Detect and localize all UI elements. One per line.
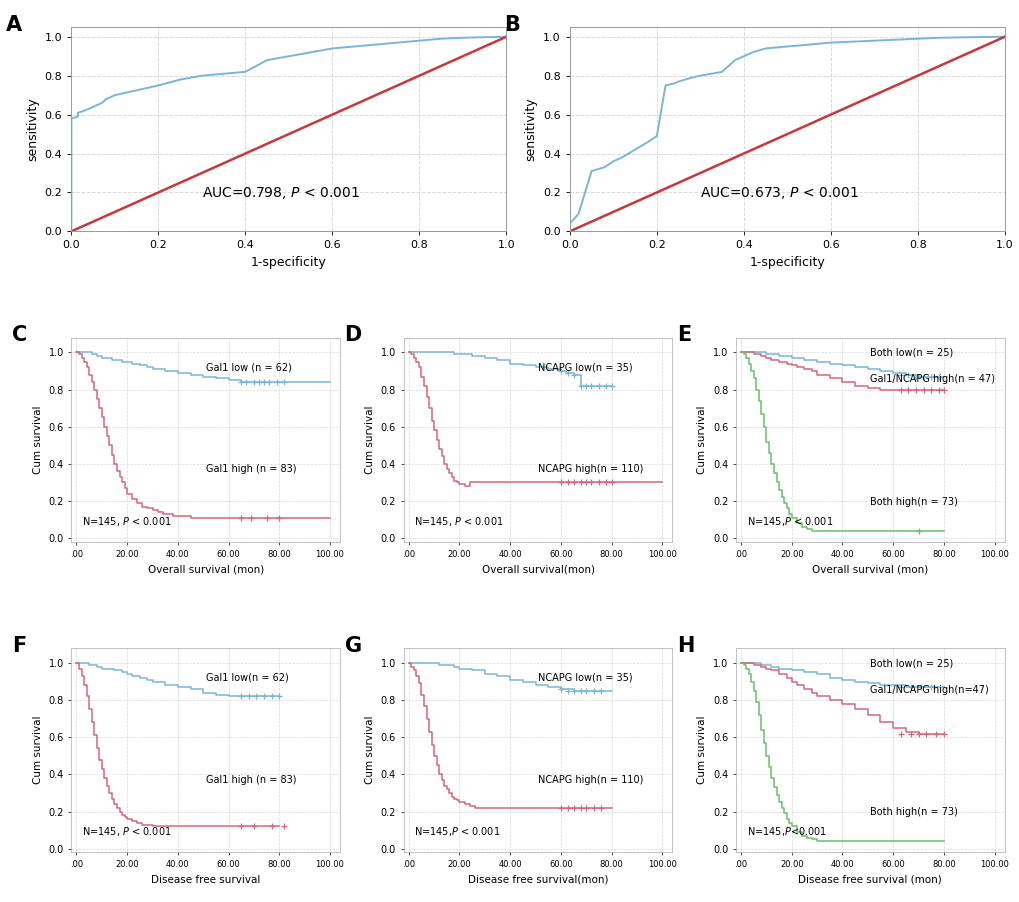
Text: N=145, $\it{P}$ < 0.001: N=145, $\it{P}$ < 0.001 <box>414 514 503 528</box>
Y-axis label: Cum survival: Cum survival <box>697 406 707 474</box>
Text: F: F <box>12 636 26 656</box>
Y-axis label: Cum survival: Cum survival <box>33 406 43 474</box>
Text: AUC=0.673, $\it{P}$ < 0.001: AUC=0.673, $\it{P}$ < 0.001 <box>700 185 858 201</box>
Text: NCAPG high(n = 110): NCAPG high(n = 110) <box>538 775 643 785</box>
Text: NCAPG low(n = 35): NCAPG low(n = 35) <box>538 362 632 373</box>
Y-axis label: Cum survival: Cum survival <box>33 716 43 785</box>
Text: G: G <box>344 636 362 656</box>
X-axis label: Disease free survival: Disease free survival <box>151 875 260 885</box>
X-axis label: Disease free survival (mon): Disease free survival (mon) <box>798 875 942 885</box>
Text: D: D <box>344 326 362 345</box>
Text: N=145, $\it{P}$ < 0.001: N=145, $\it{P}$ < 0.001 <box>83 825 171 838</box>
Text: Both high(n = 73): Both high(n = 73) <box>869 497 957 507</box>
Text: Both high(n = 73): Both high(n = 73) <box>869 807 957 817</box>
Text: AUC=0.798, $\it{P}$ < 0.001: AUC=0.798, $\it{P}$ < 0.001 <box>202 185 360 201</box>
Y-axis label: Cum survival: Cum survival <box>365 716 375 785</box>
X-axis label: 1-specificity: 1-specificity <box>251 256 326 269</box>
X-axis label: Disease free survival(mon): Disease free survival(mon) <box>468 875 607 885</box>
Y-axis label: Cum survival: Cum survival <box>697 716 707 785</box>
Text: H: H <box>677 636 694 656</box>
Text: C: C <box>12 326 28 345</box>
Text: Gal1 high (n = 83): Gal1 high (n = 83) <box>206 775 296 785</box>
X-axis label: Overall survival(mon): Overall survival(mon) <box>481 564 594 574</box>
X-axis label: Overall survival (mon): Overall survival (mon) <box>148 564 264 574</box>
Text: N=145,$\it{P}$ < 0.001: N=145,$\it{P}$ < 0.001 <box>414 825 500 838</box>
Text: Gal1 low(n = 62): Gal1 low(n = 62) <box>206 673 288 683</box>
Text: Gal1/NCAPG high(n = 47): Gal1/NCAPG high(n = 47) <box>869 374 995 384</box>
Text: N=145,$\it{P}$ < 0.001: N=145,$\it{P}$ < 0.001 <box>746 514 833 528</box>
Text: Gal1 high (n = 83): Gal1 high (n = 83) <box>206 465 296 474</box>
Y-axis label: sensitivity: sensitivity <box>524 97 537 161</box>
Text: NCAPG low(n = 35): NCAPG low(n = 35) <box>538 673 632 683</box>
Text: N=145, $\it{P}$ < 0.001: N=145, $\it{P}$ < 0.001 <box>83 514 171 528</box>
Text: B: B <box>504 14 520 35</box>
Text: A: A <box>6 14 22 35</box>
Text: Gal1 low (n = 62): Gal1 low (n = 62) <box>206 362 291 373</box>
Y-axis label: sensitivity: sensitivity <box>26 97 39 161</box>
Text: Gal1/NCAPG high(n=47): Gal1/NCAPG high(n=47) <box>869 685 988 695</box>
Text: Both low(n = 25): Both low(n = 25) <box>869 348 953 358</box>
X-axis label: Overall survival (mon): Overall survival (mon) <box>811 564 927 574</box>
Text: E: E <box>677 326 691 345</box>
Text: Both low(n = 25): Both low(n = 25) <box>869 658 953 668</box>
X-axis label: 1-specificity: 1-specificity <box>749 256 824 269</box>
Y-axis label: Cum survival: Cum survival <box>365 406 375 474</box>
Text: N=145,$\it{P}$<0.001: N=145,$\it{P}$<0.001 <box>746 825 826 838</box>
Text: NCAPG high(n = 110): NCAPG high(n = 110) <box>538 465 643 474</box>
